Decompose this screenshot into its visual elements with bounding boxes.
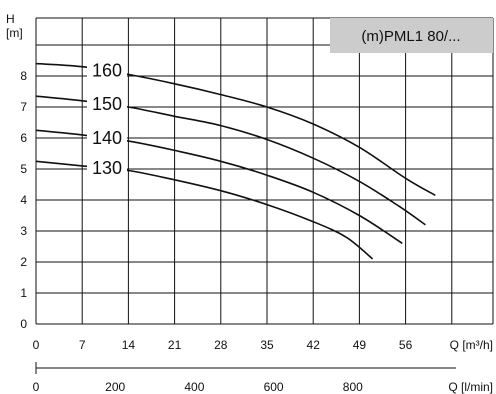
y-tick-label: 4 [20, 193, 27, 207]
curve-130 [35, 160, 374, 260]
y-tick-label: 1 [20, 286, 27, 300]
x-tick-label: 56 [399, 338, 413, 352]
x-axis-label-m3h: Q [m³/h] [450, 338, 493, 352]
curve-label-150: 150 [92, 94, 122, 114]
curve-labels: 160 150 140 130 [87, 59, 127, 179]
x-tick-label: 14 [122, 338, 136, 352]
lmin-tick-label: 0 [33, 380, 40, 394]
lmin-tick-label: 200 [105, 380, 125, 394]
y-tick-label: 3 [20, 224, 27, 238]
x-tick-labels: 0 7 14 21 28 35 42 49 56 [33, 338, 413, 352]
curve-label-130: 130 [92, 158, 122, 178]
curve-label-background [87, 157, 127, 179]
title-background [330, 18, 493, 53]
lmin-axis: 0 200 400 600 800 [33, 362, 456, 394]
x-tick-label: 49 [353, 338, 367, 352]
x-axis-label-lmin: Q [l/min] [448, 380, 493, 394]
x-tick-label: 42 [307, 338, 321, 352]
y-tick-label: 2 [20, 255, 27, 269]
chart-title-box: (m)PML1 80/... [330, 18, 493, 53]
curve-label-background [87, 59, 127, 81]
y-axis-label: H [6, 12, 15, 26]
lmin-tick-label: 800 [343, 380, 363, 394]
y-tick-label: 8 [20, 69, 27, 83]
y-tick-label: 5 [20, 162, 27, 176]
y-tick-label: 7 [20, 100, 27, 114]
lmin-tick-label: 400 [184, 380, 204, 394]
chart-title: (m)PML1 80/... [361, 28, 460, 45]
y-tick-label: 6 [20, 131, 27, 145]
curve-label-background [87, 127, 127, 148]
y-tick-label: 0 [20, 317, 27, 331]
x-tick-label: 7 [79, 338, 86, 352]
curve-label-background [87, 92, 127, 114]
x-tick-label: 21 [168, 338, 182, 352]
y-axis-unit: [m] [6, 26, 23, 40]
curve-label-160: 160 [92, 61, 122, 81]
curve-label-140: 140 [92, 128, 122, 148]
lmin-tick-label: 600 [264, 380, 284, 394]
x-tick-label: 28 [214, 338, 228, 352]
y-tick-labels: 0 1 2 3 4 5 6 7 8 [20, 69, 27, 331]
x-tick-label: 0 [33, 338, 40, 352]
x-tick-label: 35 [260, 338, 274, 352]
